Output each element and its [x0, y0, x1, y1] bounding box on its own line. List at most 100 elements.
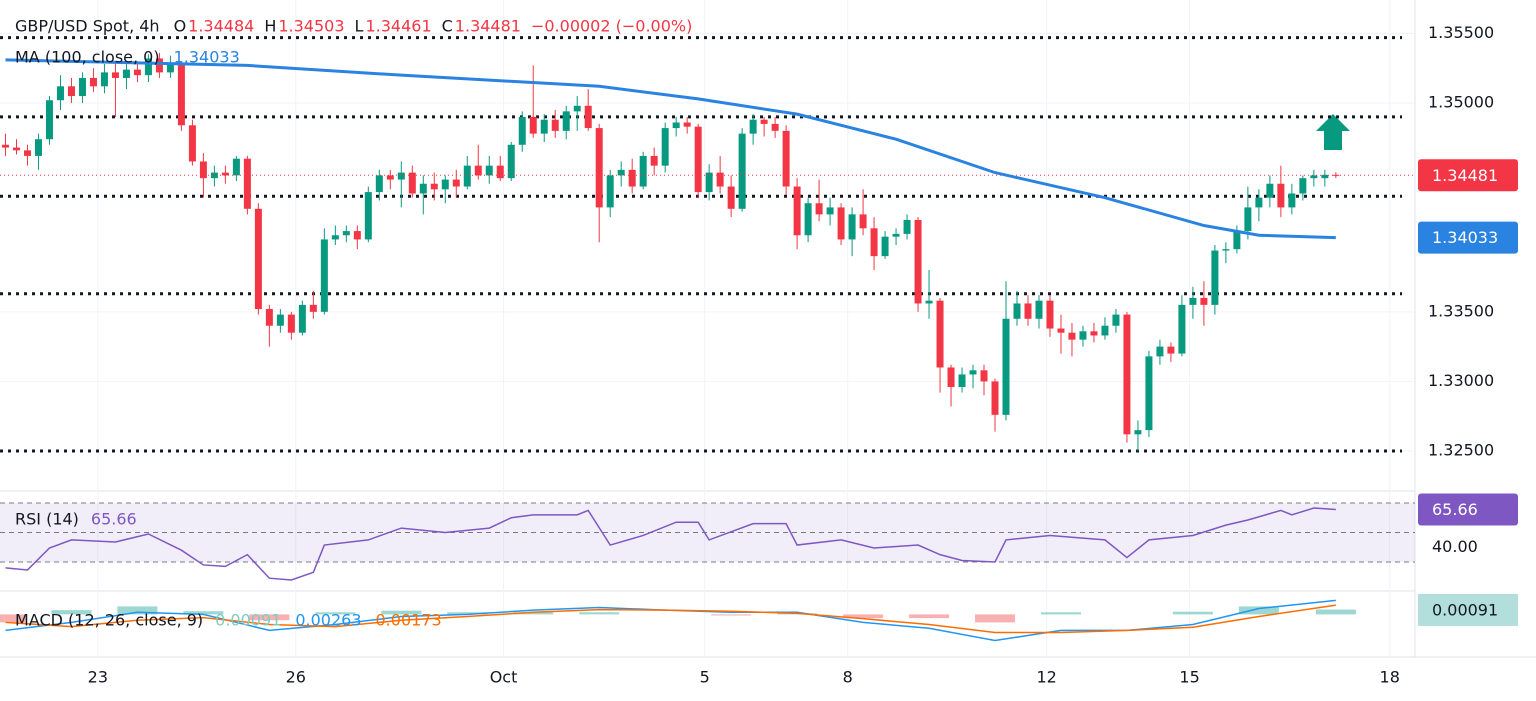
legend-text: 1.34461 — [365, 17, 431, 36]
x-tick-label: 18 — [1380, 668, 1400, 687]
candle-body — [782, 130, 790, 187]
macd-histogram-bar — [1172, 611, 1213, 615]
candle-body — [1332, 174, 1340, 176]
candle-body — [881, 236, 889, 257]
candle-body — [529, 116, 537, 134]
candle-body — [155, 58, 163, 73]
candle-body — [947, 367, 955, 387]
legend-text: 0.00173 — [376, 611, 442, 630]
candle-body — [815, 203, 823, 215]
candle-body — [485, 165, 493, 176]
legend-text: L — [355, 17, 364, 36]
candle-body — [1266, 183, 1274, 198]
candle-body — [1057, 328, 1065, 333]
legend-text: 65.66 — [91, 510, 137, 529]
candle-body — [1112, 314, 1120, 326]
y-tick-label: 1.35000 — [1428, 93, 1494, 112]
candle-body — [1156, 346, 1164, 357]
candle-body — [760, 119, 768, 124]
candle-body — [1134, 430, 1142, 435]
candle-body — [727, 186, 735, 209]
candle-body — [23, 150, 31, 156]
candle-body — [1035, 300, 1043, 319]
candle-body — [287, 314, 295, 333]
rsi-label: 65.66 — [1432, 500, 1478, 519]
candle-body — [672, 122, 680, 129]
candle-body — [1288, 193, 1296, 208]
macd-histogram-bar — [843, 614, 884, 619]
candle-body — [518, 116, 526, 145]
legend-text: H — [264, 17, 276, 36]
candle-body — [617, 169, 625, 176]
candle-body — [694, 126, 702, 193]
candle-body — [320, 239, 328, 312]
candle-body — [650, 155, 658, 166]
candle-body — [111, 72, 119, 78]
candle-body — [980, 370, 988, 382]
candle-body — [430, 183, 438, 190]
candle-body — [1200, 297, 1208, 305]
candle-body — [386, 175, 394, 180]
candle-body — [1321, 174, 1329, 179]
legend-text: RSI (14) — [15, 510, 79, 529]
macd-histogram-bar — [315, 612, 356, 615]
candle-body — [254, 208, 262, 310]
legend-text: GBP/USD Spot, 4h — [15, 17, 160, 36]
candle-body — [1167, 346, 1175, 354]
candle-body — [441, 179, 449, 190]
y-tick-label: 1.33500 — [1428, 301, 1494, 320]
candle-body — [771, 123, 779, 131]
candle-body — [1299, 178, 1307, 194]
candle-body — [496, 165, 504, 179]
legend-text: 0.00263 — [295, 611, 361, 630]
y-tick-label: 1.33000 — [1428, 371, 1494, 390]
candle-body — [936, 300, 944, 368]
x-tick-label: Oct — [490, 668, 518, 687]
candle-body — [683, 122, 691, 127]
candle-body — [1222, 249, 1230, 251]
candle-body — [276, 314, 284, 326]
legend-text: C — [442, 17, 453, 36]
candle-body — [34, 139, 42, 156]
candle-body — [375, 175, 383, 193]
candle-body — [419, 183, 427, 194]
candle-body — [1068, 332, 1076, 340]
macd-histogram-bar — [447, 612, 488, 615]
candle-body — [584, 105, 592, 129]
candle-body — [705, 172, 713, 193]
candle-body — [749, 119, 757, 134]
candle-body — [1310, 175, 1318, 179]
candle-body — [89, 77, 97, 87]
x-tick-label: 8 — [843, 668, 853, 687]
candle-body — [12, 147, 20, 151]
candle-body — [903, 219, 911, 234]
rsi-tick-label: 40.00 — [1432, 537, 1478, 556]
candle-body — [716, 172, 724, 187]
legend-text: MA (100, close, 0) — [15, 48, 160, 67]
candle-body — [122, 69, 130, 78]
candle-body — [342, 231, 350, 236]
candle-body — [914, 219, 922, 304]
legend-text: 1.34484 — [188, 17, 254, 36]
candle-body — [67, 86, 75, 97]
legend-text: O — [174, 17, 187, 36]
macd-histogram-bar — [117, 606, 158, 615]
macd-histogram-bar — [51, 610, 92, 615]
up-arrow — [1316, 114, 1350, 150]
candle-body — [1189, 297, 1197, 305]
candle-body — [507, 144, 515, 179]
candle-body — [188, 125, 196, 162]
macd-histogram-bar — [0, 614, 26, 623]
rsi-label-box — [1418, 493, 1518, 526]
candle-body — [1013, 303, 1021, 319]
macd-histogram-bar — [249, 614, 290, 621]
candle-body — [133, 69, 141, 76]
candle-body — [265, 309, 273, 326]
candle-body — [969, 370, 977, 375]
x-tick-label: 12 — [1037, 668, 1057, 687]
macd-histogram-bar — [975, 614, 1016, 623]
candle-body — [1, 144, 9, 148]
candle-body — [738, 133, 746, 209]
candle-body — [562, 111, 570, 131]
candle-body — [551, 119, 559, 131]
